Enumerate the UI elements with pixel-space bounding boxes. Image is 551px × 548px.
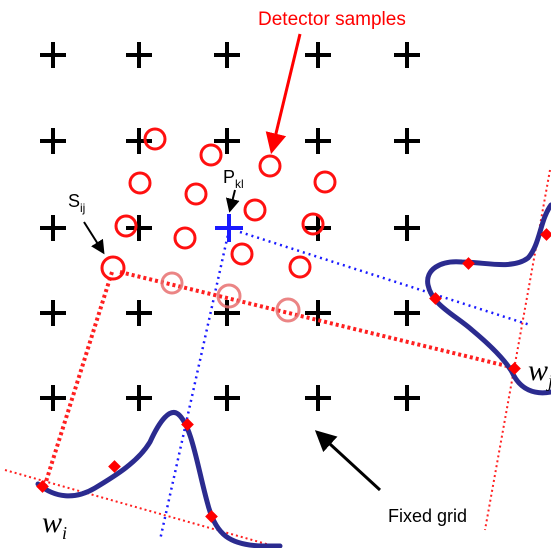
sample-circle: [288, 255, 312, 279]
sample-circle-faded: [160, 271, 184, 295]
sample-circle: [199, 143, 223, 167]
grid-cross: [394, 215, 420, 241]
sample-circle: [173, 226, 197, 250]
kernel-point: [36, 480, 49, 493]
grid-cross: [394, 128, 420, 154]
sample-circle-faded: [216, 283, 242, 309]
sample-circle: [143, 127, 167, 151]
grid-cross: [40, 128, 66, 154]
detector-samples-label: Detector samples: [258, 9, 406, 30]
sample-circle: [313, 170, 337, 194]
s-ij-label: Sij: [68, 191, 85, 215]
grid-cross: [394, 300, 420, 326]
grid-cross: [40, 215, 66, 241]
kernel-point: [181, 418, 194, 431]
kernel-point: [108, 460, 121, 473]
grid-cross: [126, 300, 152, 326]
grid-cross: [214, 128, 240, 154]
grid-cross: [40, 300, 66, 326]
grid-cross: [214, 385, 240, 411]
fixed-grid: [40, 42, 420, 411]
detector-samples: [100, 127, 337, 281]
red-projection-lines: [42, 270, 516, 489]
sample-circle: [100, 255, 126, 281]
fixed-grid-label: Fixed grid: [388, 506, 467, 526]
sample-circle: [243, 198, 267, 222]
kernel-point: [462, 257, 475, 270]
grid-cross: [126, 215, 152, 241]
projected-samples: [160, 271, 301, 323]
sample-circle: [128, 171, 152, 195]
p-kl-label: Pkl: [223, 167, 244, 191]
grid-cross: [40, 42, 66, 68]
sample-circle: [114, 214, 138, 238]
grid-cross: [126, 128, 152, 154]
kernel-curve-wi: [35, 410, 283, 548]
grid-cross: [214, 300, 240, 326]
sample-circle: [230, 242, 254, 266]
sample-circle: [301, 212, 325, 236]
grid-cross: [40, 385, 66, 411]
wj-label: wj: [528, 354, 551, 391]
grid-cross: [394, 42, 420, 68]
highlighted-grid-point: [215, 214, 243, 242]
sample-circle-faded: [275, 297, 301, 323]
s-ij-arrow: [83, 221, 105, 255]
grid-cross: [126, 42, 152, 68]
kernel-point: [429, 292, 442, 305]
grid-cross: [214, 42, 240, 68]
grid-cross: [126, 385, 152, 411]
p-kl-arrow: [225, 189, 240, 213]
kernel-points-wj: [429, 228, 551, 375]
wi-label: wi: [42, 506, 67, 543]
grid-cross: [305, 215, 331, 241]
fixed-grid-arrow: [314, 430, 382, 492]
sample-circle: [184, 182, 208, 206]
detector-samples-arrow: [265, 33, 302, 155]
blue-projection-lines: [158, 229, 531, 541]
grid-cross: [305, 128, 331, 154]
sample-circle: [258, 154, 282, 178]
grid-cross: [305, 42, 331, 68]
grid-cross: [305, 385, 331, 411]
grid-cross: [394, 385, 420, 411]
